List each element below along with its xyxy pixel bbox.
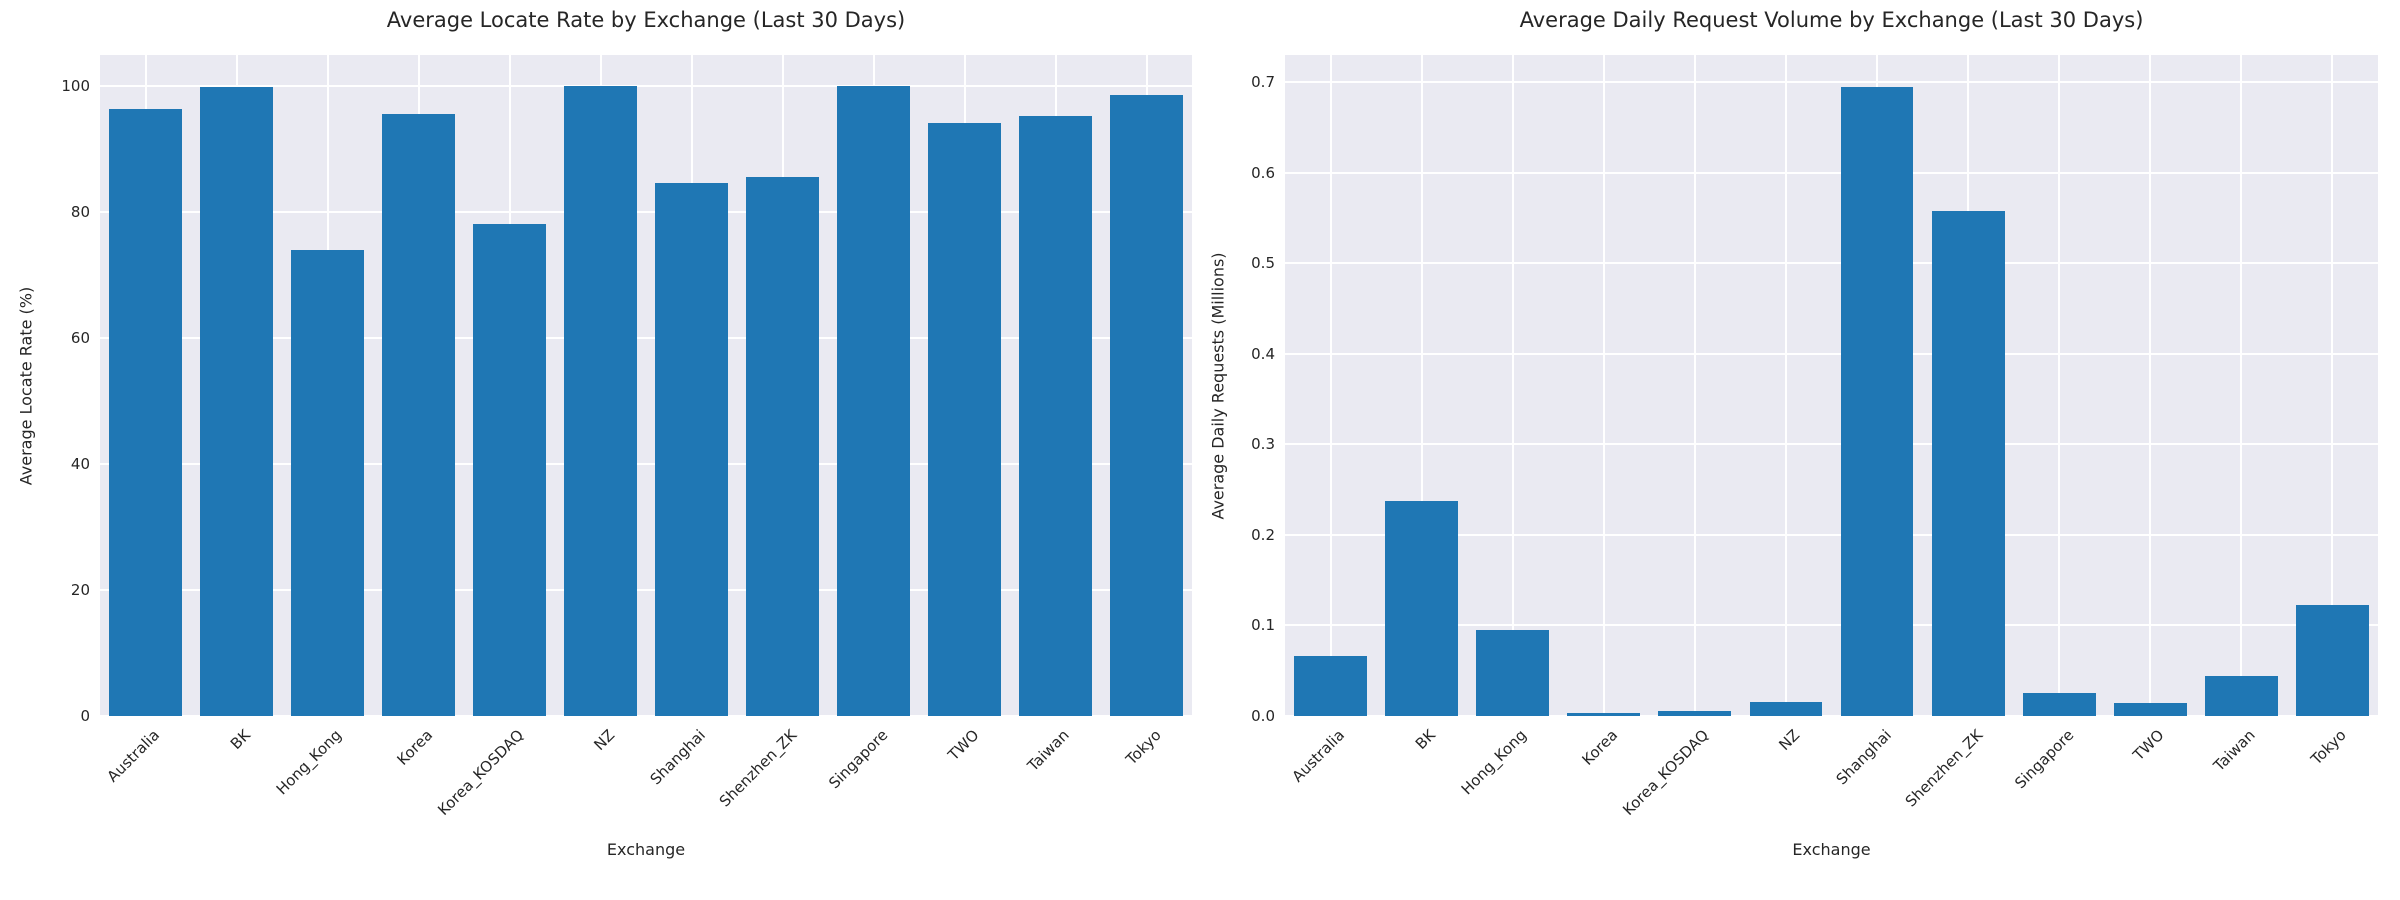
bar-Singapore xyxy=(837,86,910,716)
x-gridline xyxy=(1511,55,1514,716)
x-gridline xyxy=(2149,55,2152,716)
x-tick-label: Korea_KOSDAQ xyxy=(1619,726,1713,819)
bar-Shenzhen_ZK xyxy=(1931,210,2005,716)
bar-TWO xyxy=(928,123,1001,716)
chart-title: Average Locate Rate by Exchange (Last 30… xyxy=(386,8,906,32)
bar-Korea_KOSDAQ xyxy=(1658,711,1732,716)
x-tick-label: Korea xyxy=(393,726,437,769)
x-gridline xyxy=(1602,55,1605,716)
plot-area xyxy=(100,55,1192,717)
x-gridline xyxy=(1693,55,1696,716)
x-tick-label: Shenzhen_ZK xyxy=(1901,726,1986,811)
y-tick-label: 0 xyxy=(80,707,90,725)
x-tick-label: TWO xyxy=(944,726,983,765)
y-tick-label: 20 xyxy=(70,581,90,600)
x-tick-label: BK xyxy=(1412,726,1440,753)
x-tick-label: Hong_Kong xyxy=(1458,726,1531,799)
x-tick-label: NZ xyxy=(1775,726,1804,754)
y-gridline xyxy=(1285,262,2378,265)
x-tick-label: Tokyo xyxy=(2307,726,2351,769)
x-gridline xyxy=(1329,55,1332,716)
bar-Hong_Kong xyxy=(1476,629,1550,716)
bar-Taiwan xyxy=(1019,116,1092,716)
x-axis-label: Exchange xyxy=(1792,840,1871,859)
x-tick-label: BK xyxy=(227,726,255,753)
y-gridline xyxy=(100,211,1192,214)
x-tick-label: TWO xyxy=(2129,726,2169,765)
bar-TWO xyxy=(2113,703,2187,716)
y-gridline xyxy=(1285,624,2378,627)
locate-rate-chart: Average Locate Rate by Exchange (Last 30… xyxy=(17,8,1192,859)
x-tick-label: Singapore xyxy=(824,726,892,793)
x-gridline xyxy=(1420,55,1423,716)
bar-Australia xyxy=(1294,656,1367,716)
bar-Hong_Kong xyxy=(291,250,364,716)
bar-Shenzhen_ZK xyxy=(746,177,819,716)
x-tick-label: Australia xyxy=(1288,726,1349,786)
bar-Tokyo xyxy=(1110,95,1183,716)
x-tick-label: Singapore xyxy=(2010,726,2077,793)
plot-area xyxy=(1285,55,2378,717)
x-axis-label: Exchange xyxy=(606,840,686,859)
y-tick-label: 0.1 xyxy=(1251,616,1275,635)
bar-Taiwan xyxy=(2204,676,2278,716)
y-tick-label: 0.0 xyxy=(1251,707,1275,725)
y-gridline xyxy=(1285,443,2378,446)
y-gridline xyxy=(100,589,1192,592)
bar-Tokyo xyxy=(2296,604,2369,716)
bar-Korea xyxy=(382,114,455,716)
x-tick-label: Taiwan xyxy=(1024,726,1074,775)
y-tick-label: 100 xyxy=(61,77,90,96)
bar-BK xyxy=(1385,500,1459,716)
y-tick-label: 0.2 xyxy=(1251,525,1275,544)
x-tick-label: Korea_KOSDAQ xyxy=(434,726,528,819)
y-tick-label: 0.6 xyxy=(1251,163,1275,182)
y-tick-label: 40 xyxy=(70,455,90,474)
y-tick-label: 60 xyxy=(70,329,90,348)
y-gridline xyxy=(100,463,1192,466)
y-gridline xyxy=(100,715,1192,717)
x-tick-label: Tokyo xyxy=(1121,726,1165,769)
x-gridline xyxy=(2331,55,2334,716)
y-tick-label: 0.3 xyxy=(1251,435,1275,454)
bar-Australia xyxy=(109,108,182,716)
x-gridline xyxy=(2240,55,2243,716)
y-tick-label: 0.5 xyxy=(1251,254,1275,273)
x-tick-label: Korea xyxy=(1578,726,1622,769)
x-tick-label: NZ xyxy=(590,726,619,754)
bar-Shanghai xyxy=(1840,86,1914,716)
x-tick-label: Shanghai xyxy=(646,726,710,789)
x-gridline xyxy=(2058,55,2061,716)
bar-BK xyxy=(200,87,273,716)
y-gridline xyxy=(1285,81,2378,84)
y-tick-label: 0.7 xyxy=(1251,73,1275,92)
bar-NZ xyxy=(1749,701,1823,716)
bar-Korea xyxy=(1567,713,1641,716)
y-tick-label: 80 xyxy=(70,203,90,222)
x-tick-label: Shenzhen_ZK xyxy=(715,726,801,811)
y-gridline xyxy=(1285,171,2378,174)
y-gridline xyxy=(1285,715,2378,717)
x-tick-label: Australia xyxy=(103,726,164,786)
x-tick-label: Shanghai xyxy=(1832,726,1895,789)
bar-Shanghai xyxy=(655,182,728,716)
bar-Singapore xyxy=(2022,693,2096,716)
y-gridline xyxy=(100,337,1192,340)
request-volume-chart: Average Daily Request Volume by Exchange… xyxy=(1200,0,2400,900)
bar-NZ xyxy=(564,86,637,716)
chart-title: Average Daily Request Volume by Exchange… xyxy=(1519,8,2144,32)
x-tick-label: Hong_Kong xyxy=(272,726,346,799)
y-gridline xyxy=(1285,533,2378,536)
y-gridline xyxy=(1285,352,2378,355)
y-tick-label: 0.4 xyxy=(1251,344,1275,363)
y-axis-label: Average Daily Requests (Millions) xyxy=(1208,251,1228,520)
x-tick-label: Taiwan xyxy=(2210,726,2260,775)
bar-Korea_KOSDAQ xyxy=(473,223,546,716)
x-gridline xyxy=(1784,55,1787,716)
y-gridline xyxy=(100,85,1192,88)
